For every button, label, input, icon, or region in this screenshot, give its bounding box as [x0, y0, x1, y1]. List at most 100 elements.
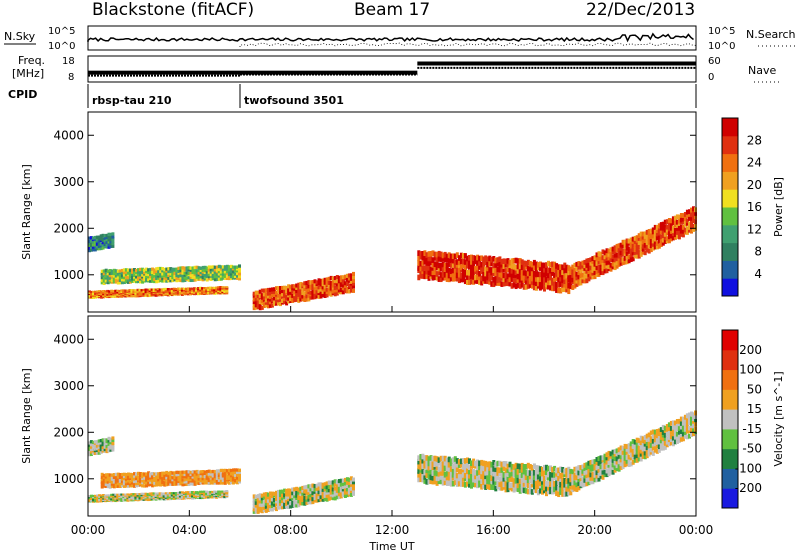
heatmap-cell — [337, 285, 341, 290]
heatmap-cell — [685, 209, 689, 215]
heatmap-cell — [186, 491, 190, 494]
colorbar-swatch — [722, 224, 738, 244]
heatmap-cell — [105, 449, 109, 454]
heatmap-cell — [266, 495, 270, 500]
heatmap-cell — [179, 482, 183, 486]
heatmap-cell — [486, 256, 490, 263]
heatmap-cell — [441, 460, 445, 466]
heatmap-cell — [522, 277, 526, 284]
heatmap-cell — [573, 283, 577, 289]
heatmap-cell — [577, 270, 581, 276]
heatmap-cell — [137, 277, 140, 282]
heatmap-cell — [111, 241, 115, 246]
heatmap-cell — [254, 509, 258, 514]
heatmap-cell — [524, 284, 528, 290]
heatmap-cell — [557, 491, 561, 498]
heatmap-cell — [283, 285, 287, 290]
x-tick-label: 16:00 — [476, 523, 511, 537]
heatmap-cell — [165, 277, 169, 281]
heatmap-cell — [260, 295, 264, 300]
heatmap-cell — [685, 213, 689, 218]
heatmap-cell — [272, 497, 276, 503]
heatmap-cell — [599, 464, 603, 470]
heatmap-cell — [343, 274, 347, 279]
heatmap-cell — [140, 293, 144, 296]
heatmap-cell — [109, 244, 113, 249]
heatmap-cell — [311, 500, 315, 505]
heatmap-cell — [150, 495, 154, 498]
heatmap-cell — [677, 225, 681, 231]
heatmap-cell — [633, 454, 637, 460]
heatmap-cell — [283, 293, 287, 298]
heatmap-cell — [171, 476, 175, 480]
heatmap-cell — [675, 219, 679, 225]
heatmap-cell — [516, 263, 520, 270]
heatmap-cell — [205, 479, 209, 483]
heatmap-cell — [585, 462, 589, 468]
heatmap-cell — [347, 276, 351, 281]
heatmap-cell — [439, 265, 443, 272]
heatmap-cell — [180, 293, 184, 296]
heatmap-cell — [609, 262, 613, 268]
heatmap-cell — [168, 288, 172, 291]
heatmap-cell — [95, 440, 99, 444]
heatmap-cell — [635, 237, 639, 243]
heatmap-cell — [441, 252, 445, 259]
heatmap-cell — [441, 266, 445, 273]
heatmap-cell — [101, 438, 105, 442]
heatmap-cell — [111, 436, 115, 440]
heatmap-cell — [329, 275, 333, 281]
heatmap-cell — [118, 482, 122, 486]
heatmap-cell — [154, 495, 158, 498]
heatmap-cell — [605, 455, 609, 461]
heatmap-cell — [266, 294, 270, 299]
heatmap-cell — [106, 483, 110, 487]
heatmap-cell — [643, 450, 647, 456]
heatmap-cell — [679, 217, 683, 223]
heatmap-cell — [91, 440, 95, 445]
heatmap-cell — [543, 262, 546, 269]
heatmap-cell — [512, 258, 516, 264]
heatmap-cell — [260, 503, 264, 508]
heatmap-cell — [333, 278, 337, 284]
heatmap-cell — [189, 496, 192, 499]
heatmap-cell — [229, 468, 233, 473]
heatmap-cell — [201, 492, 205, 495]
heatmap-cell — [106, 269, 110, 273]
heatmap-cell — [603, 464, 607, 470]
heatmap-cell — [184, 287, 188, 290]
heatmap-cell — [451, 253, 455, 260]
heatmap-cell — [148, 291, 152, 294]
heatmap-cell — [593, 472, 597, 478]
heatmap-cell — [589, 257, 593, 263]
heatmap-cell — [530, 279, 534, 285]
heatmap-cell — [663, 440, 667, 446]
heatmap-cell — [289, 290, 293, 295]
heatmap-cell — [617, 250, 621, 256]
heatmap-cell — [621, 445, 625, 451]
heatmap-cell — [528, 483, 532, 490]
heatmap-cell — [325, 488, 329, 493]
heatmap-cell — [100, 494, 104, 497]
heatmap-cell — [599, 259, 603, 265]
heatmap-cell — [607, 251, 611, 257]
heatmap-cell — [345, 480, 349, 485]
heatmap-cell — [167, 271, 171, 275]
heatmap-cell — [270, 293, 274, 298]
heatmap-cell — [233, 475, 237, 479]
heatmap-cell — [651, 241, 655, 247]
heatmap-cell — [134, 289, 138, 292]
heatmap-cell — [647, 443, 651, 449]
heatmap-cell — [611, 249, 615, 255]
heatmap-cell — [468, 255, 471, 261]
heatmap-cell — [661, 436, 665, 442]
heatmap-cell — [185, 472, 189, 476]
heatmap-cell — [124, 473, 128, 477]
heatmap-cell — [182, 496, 186, 499]
heatmap-cell — [352, 271, 355, 277]
heatmap-cell — [195, 277, 199, 281]
heatmap-cell — [213, 288, 217, 292]
heatmap-cell — [437, 471, 441, 477]
heatmap-cell — [275, 507, 278, 512]
heatmap-cell — [488, 261, 492, 267]
